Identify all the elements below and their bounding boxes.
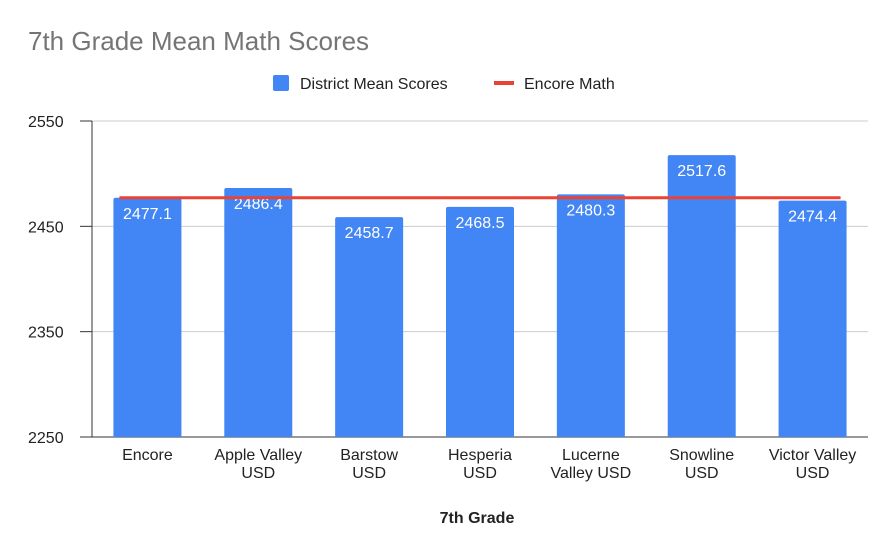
category-label: Lucerne [562, 447, 620, 464]
category-label: Encore [122, 447, 173, 464]
category-label: USD [463, 465, 497, 482]
y-tick-label: 2550 [28, 114, 64, 131]
bar-value-label: 2517.6 [677, 163, 726, 180]
bar-value-label: 2458.7 [345, 225, 394, 242]
category-labels: Encore Apple ValleyUSDBarstowUSDHesperiaU… [122, 447, 856, 482]
bar [446, 206, 514, 437]
bar-value-label: 2468.5 [456, 215, 505, 232]
category-label: Valley USD [551, 465, 632, 482]
bar-value-label: 2474.4 [788, 209, 837, 226]
category-label: USD [685, 465, 719, 482]
bar [335, 217, 404, 437]
bar [224, 187, 293, 437]
category-label: Apple Valley [214, 447, 302, 464]
bar-value-label: 2480.3 [566, 202, 615, 219]
bar [113, 197, 182, 437]
category-label: Hesperia [448, 447, 512, 464]
y-axis-ticks: 2550 2450 2350 2250 [28, 114, 93, 447]
bar-value-label: 2486.4 [234, 196, 283, 213]
x-axis-label: 7th Grade [440, 510, 515, 527]
category-label: Barstow [340, 447, 398, 464]
legend: District Mean Scores Encore Math [273, 75, 615, 93]
category-label: USD [796, 465, 830, 482]
legend-swatch-encore [494, 81, 514, 85]
legend-label-encore: Encore Math [524, 76, 615, 93]
y-tick-label: 2250 [28, 430, 64, 447]
category-label: USD [352, 465, 386, 482]
bar-value-label: 2477.1 [123, 206, 172, 223]
bars [113, 155, 847, 438]
category-label: Snowline [669, 447, 734, 464]
y-tick-label: 2350 [28, 325, 64, 342]
bar [778, 200, 847, 437]
y-tick-label: 2450 [28, 219, 64, 236]
bar [556, 194, 625, 437]
bar-labels: 2477.1 2486.4 2458.7 2468.5 2480.3 2517.6 2474… [123, 163, 837, 242]
chart-title: 7th Grade Mean Math Scores [28, 26, 369, 56]
legend-label-district: District Mean Scores [300, 76, 448, 93]
legend-swatch-district [273, 75, 289, 91]
category-label: USD [241, 465, 275, 482]
bar [667, 155, 736, 438]
category-label: Victor Valley [769, 447, 856, 464]
